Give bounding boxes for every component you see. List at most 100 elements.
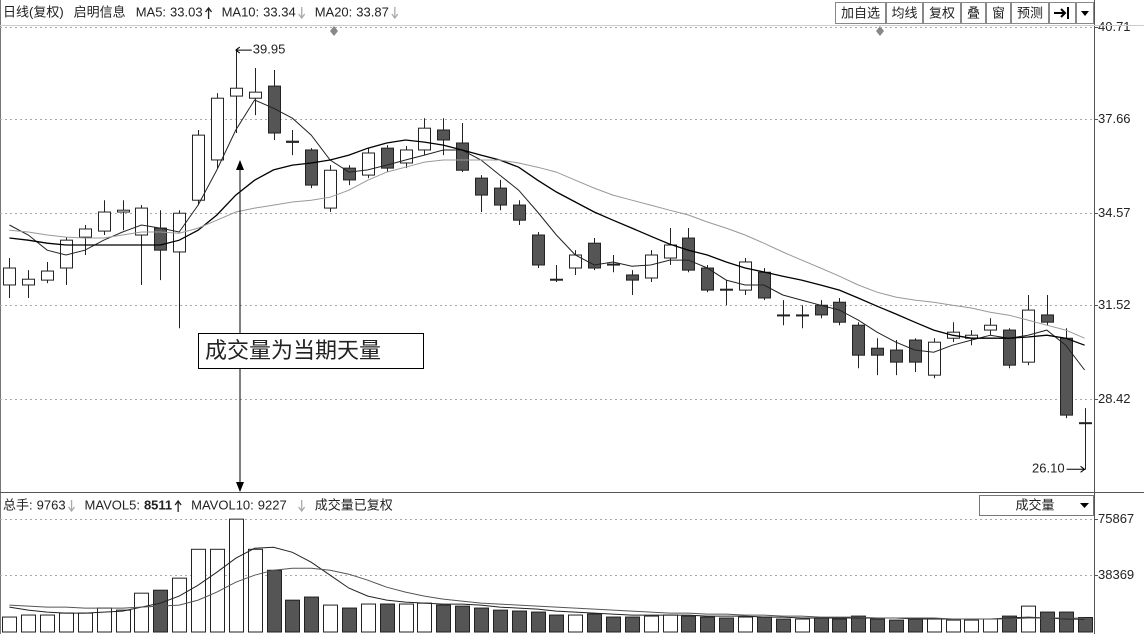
volume-bar [78,612,93,633]
candle-body [1079,422,1092,425]
volume-bar [644,615,659,633]
volume-bar [606,616,621,633]
candle-body [1060,337,1073,416]
candle-body [3,267,16,286]
volume-bar [757,616,772,633]
volume-bar [229,518,244,633]
candle-body [645,254,658,279]
candle-body [494,187,507,206]
candle-body [777,314,790,317]
volume-bar [587,613,602,633]
volume-bar [285,599,300,633]
candle-body [154,227,167,251]
volume-bar [776,618,791,633]
volume-bar [889,619,904,633]
candle-body [682,237,695,271]
volume-bar [474,607,489,633]
candle-body [626,274,639,281]
volume-bar [568,614,583,633]
toolbar-button-label: 均线 [891,5,917,20]
candle-body [268,85,281,134]
candle-body [79,228,92,238]
ma-line [9,139,1085,346]
toolbar-button[interactable] [986,2,1011,24]
volume-bar [399,603,414,633]
toolbar-button-label: 窗 [992,5,1005,20]
volume-bar [380,603,395,633]
candle-body [400,149,413,164]
candle-body [833,301,846,323]
volume-bar [851,615,866,633]
candle-body [362,152,375,176]
volume-bar [681,615,696,633]
trend-arrow [174,499,182,512]
candle-body [513,204,526,221]
candle-body [532,234,545,266]
volume-bar [964,619,979,633]
volume-bar [1059,611,1074,633]
callout-box [198,333,424,369]
callout: 成交量为当期天量 [198,160,424,492]
annotation-arrow [1066,465,1087,473]
volume-note: 成交量已复权 [315,497,393,512]
volume-bar [946,619,961,633]
toolbar-button[interactable] [923,2,961,24]
volume-bar [795,618,810,633]
volume-bar [908,618,923,633]
candle-body [928,341,941,376]
candle-body [475,177,488,196]
toolbar-button[interactable] [1011,2,1049,24]
candle-body [418,127,431,151]
toolbar-icon [1054,7,1069,19]
callout-text: 成交量为当期天量 [205,338,381,363]
volume-bar [983,618,998,633]
volume-total-value: 9763 [37,497,66,512]
stock-name: 启明信息 [74,4,126,19]
y-tick-label: 40.71 [1098,19,1131,34]
volume-bar [1040,611,1055,633]
candle-body [381,147,394,169]
annotation-label: 26.10 [1032,461,1065,476]
candle-body [324,169,337,209]
legend-value: 8511 [144,497,172,512]
ma-line [9,567,1085,620]
volume-bar [304,596,319,633]
volume-bar [40,614,55,633]
volume-bar [134,592,149,633]
volume-bar [323,604,338,633]
volume-bar [814,617,829,633]
candle-body [343,167,356,181]
toolbar-button[interactable] [961,2,986,24]
y-tick-label: 34.57 [1098,205,1131,220]
candle-body [41,270,54,281]
volume-selector[interactable] [979,495,1094,516]
trend-arrow [205,6,213,19]
volume-bar [738,616,753,633]
candle-body [871,347,884,356]
y-tick-label: 75867 [1098,511,1134,526]
volume-bar [531,611,546,633]
volume-bar [361,603,376,633]
candle-body [456,142,469,171]
candle-body [249,91,262,99]
toolbar-button[interactable] [835,2,886,24]
legend-value: 33.87 [356,4,389,19]
volume-selector-label: 成交量 [1015,497,1054,512]
y-tick-label: 28.42 [1098,391,1131,406]
volume-bar [1078,616,1093,633]
legend-label: MAVOL5: [85,497,140,512]
y-tick-label: 31.52 [1098,297,1131,312]
volume-bar [832,618,847,633]
candle-body [852,324,865,356]
volume-bar [153,589,168,633]
toolbar-button[interactable] [886,2,923,24]
volume-bar [342,607,357,633]
candle-body [135,207,148,236]
trend-arrow [68,500,76,513]
candle-body [588,242,601,269]
volume-bar [116,609,131,633]
candle-body [211,97,224,161]
candle-body [890,349,903,363]
